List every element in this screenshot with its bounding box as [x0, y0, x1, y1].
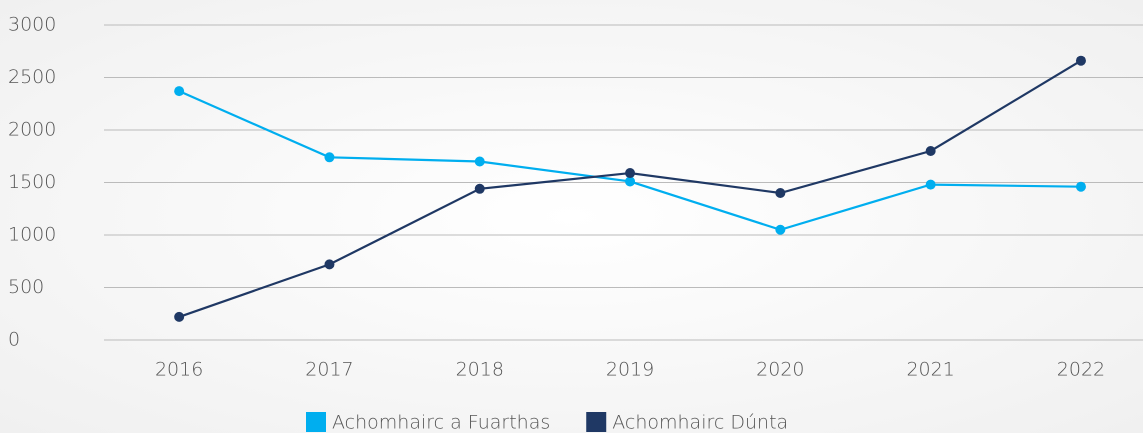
- data-point: [474, 156, 485, 167]
- data-point: [1075, 55, 1086, 66]
- x-tick-label: 2018: [456, 359, 504, 381]
- x-tick-label: 2017: [305, 359, 353, 381]
- x-tick-label: 2016: [155, 359, 203, 381]
- data-point: [174, 86, 185, 97]
- x-tick-label: 2020: [756, 359, 804, 381]
- data-point: [775, 188, 786, 198]
- y-tick-label: 3000: [8, 14, 56, 36]
- y-tick-label: 0: [8, 329, 20, 351]
- data-point: [324, 259, 335, 270]
- legend-swatch: [586, 412, 607, 432]
- data-point: [324, 152, 335, 163]
- x-tick-label: 2022: [1057, 359, 1105, 381]
- data-point: [1075, 181, 1086, 192]
- legend-label: Achomhairc Dúnta: [612, 412, 788, 433]
- data-point: [474, 183, 485, 194]
- y-tick-label: 2000: [8, 119, 56, 141]
- data-point: [775, 224, 786, 235]
- data-point: [625, 176, 636, 187]
- x-tick-label: 2021: [906, 359, 954, 381]
- y-tick-label: 1000: [8, 224, 56, 246]
- x-tick-label: 2019: [606, 359, 654, 381]
- data-point: [925, 179, 936, 190]
- legend-swatch: [306, 412, 326, 432]
- series-line: [178, 90, 1081, 231]
- data-point: [174, 311, 185, 322]
- legend-label: Achomhairc a Fuarthas: [332, 412, 550, 433]
- data-point: [625, 168, 636, 179]
- y-tick-label: 500: [8, 276, 44, 298]
- series-line: [178, 59, 1082, 318]
- data-point: [925, 146, 936, 156]
- y-tick-label: 1500: [8, 171, 56, 193]
- y-tick-label: 2500: [8, 66, 56, 88]
